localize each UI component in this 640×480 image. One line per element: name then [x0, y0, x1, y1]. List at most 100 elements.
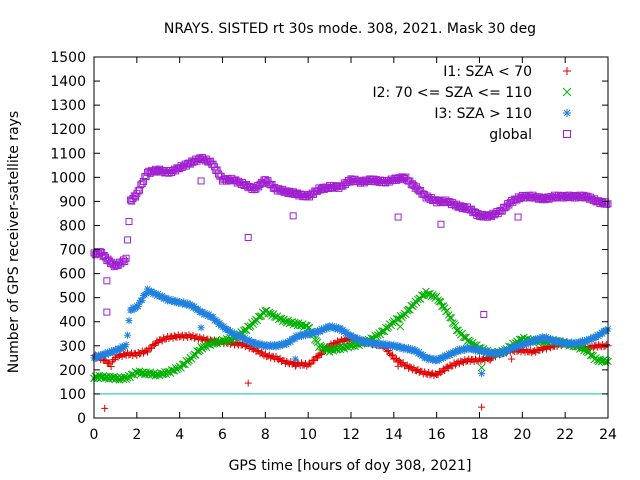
data-point [127, 370, 136, 379]
y-tick-label: 1000 [50, 170, 86, 186]
data-point-outlier [103, 308, 111, 316]
legend-label: I1: SZA < 70 [443, 64, 532, 80]
data-point [139, 368, 148, 377]
data-point [443, 306, 452, 315]
x-tick-label: 16 [428, 427, 446, 443]
y-tick-label: 1100 [50, 146, 86, 162]
data-point [198, 308, 206, 316]
data-point [138, 180, 146, 188]
data-point [451, 321, 460, 330]
data-point [406, 305, 414, 314]
data-point [125, 317, 133, 325]
y-tick-label: 200 [59, 363, 86, 379]
y-tick-label: 800 [59, 218, 86, 234]
series-3 [90, 285, 612, 377]
y-tick-label: 1400 [50, 74, 86, 90]
data-point [109, 357, 117, 365]
data-point [159, 370, 168, 378]
data-point [581, 344, 590, 353]
data-point [379, 327, 387, 335]
data-point [124, 236, 132, 244]
data-point [307, 360, 315, 368]
data-point-outlier [478, 403, 486, 411]
data-point-outlier [394, 213, 402, 221]
x-tick-label: 14 [385, 427, 403, 443]
data-point-outlier [197, 177, 205, 185]
data-point [447, 314, 456, 322]
data-point [257, 348, 265, 356]
y-tick-label: 0 [77, 411, 86, 427]
y-tick-label: 300 [59, 339, 86, 355]
x-tick-label: 0 [90, 427, 99, 443]
data-point-outlier [480, 311, 488, 319]
x-tick-label: 4 [175, 427, 184, 443]
data-point-outlier [291, 362, 299, 370]
data-point [436, 297, 445, 306]
data-point [437, 369, 445, 377]
data-point [107, 362, 115, 370]
data-point [318, 350, 326, 358]
legend-label: I2: 70 <= SZA <= 110 [372, 85, 532, 101]
legend-marker [563, 109, 571, 117]
data-point [432, 292, 441, 301]
data-point [387, 351, 395, 359]
x-tick-label: 18 [471, 427, 489, 443]
x-tick-label: 10 [299, 427, 317, 443]
data-point-outlier [477, 363, 486, 372]
legend-marker [562, 87, 572, 97]
x-tick-label: 8 [261, 427, 270, 443]
y-tick-label: 700 [59, 243, 86, 259]
x-tick-label: 22 [556, 427, 574, 443]
data-point [333, 345, 342, 354]
y-tick-label: 600 [59, 267, 86, 283]
data-point [578, 344, 587, 353]
data-point [393, 315, 402, 324]
y-tick-label: 1200 [50, 122, 86, 138]
data-point-outlier [289, 212, 297, 220]
data-point-outlier [508, 355, 516, 363]
data-point-outlier [437, 220, 445, 228]
x-tick-label: 12 [342, 427, 360, 443]
data-point [603, 341, 611, 349]
y-tick-label: 900 [59, 194, 86, 210]
data-point-outlier [396, 322, 405, 331]
chart-title: NRAYS. SISTED rt 30s mode. 308, 2021. Ma… [164, 21, 536, 37]
data-point [266, 309, 275, 318]
x-tick-label: 2 [132, 427, 141, 443]
y-tick-label: 500 [59, 291, 86, 307]
data-point-outlier [197, 324, 205, 332]
data-point [221, 337, 230, 345]
data-point-outlier [394, 362, 402, 370]
data-point-outlier [103, 277, 111, 285]
series-4 [90, 154, 612, 319]
data-point [119, 375, 128, 384]
x-tick-label: 20 [513, 427, 531, 443]
data-point [123, 373, 132, 382]
data-point-outlier [244, 234, 252, 241]
data-point-outlier [514, 213, 522, 221]
y-tick-label: 1500 [50, 50, 86, 66]
data-point [454, 326, 462, 335]
data-points-layer [90, 154, 612, 412]
y-tick-label: 400 [59, 315, 86, 331]
data-point-outlier [478, 369, 486, 377]
legend-label: I3: SZA > 110 [434, 106, 532, 122]
x-tick-label: 6 [218, 427, 227, 443]
data-point [460, 333, 469, 342]
legend-marker [563, 130, 571, 138]
y-axis-label: Number of GPS receiver-satellite rays [6, 111, 22, 373]
data-point-outlier [244, 379, 252, 387]
x-axis-label: GPS time [hours of doy 308, 2021] [229, 458, 472, 474]
data-point [122, 254, 130, 262]
data-point [144, 348, 152, 356]
data-point-outlier [101, 404, 109, 412]
data-point [446, 313, 454, 322]
legend-marker [563, 67, 571, 75]
legend-label: global [489, 127, 532, 143]
legend: I1: SZA < 70 I2: 70 <= SZA <= 110 I3: SZA … [372, 64, 572, 143]
data-point [163, 368, 172, 376]
y-tick-label: 1300 [50, 98, 86, 114]
data-point [124, 331, 132, 339]
